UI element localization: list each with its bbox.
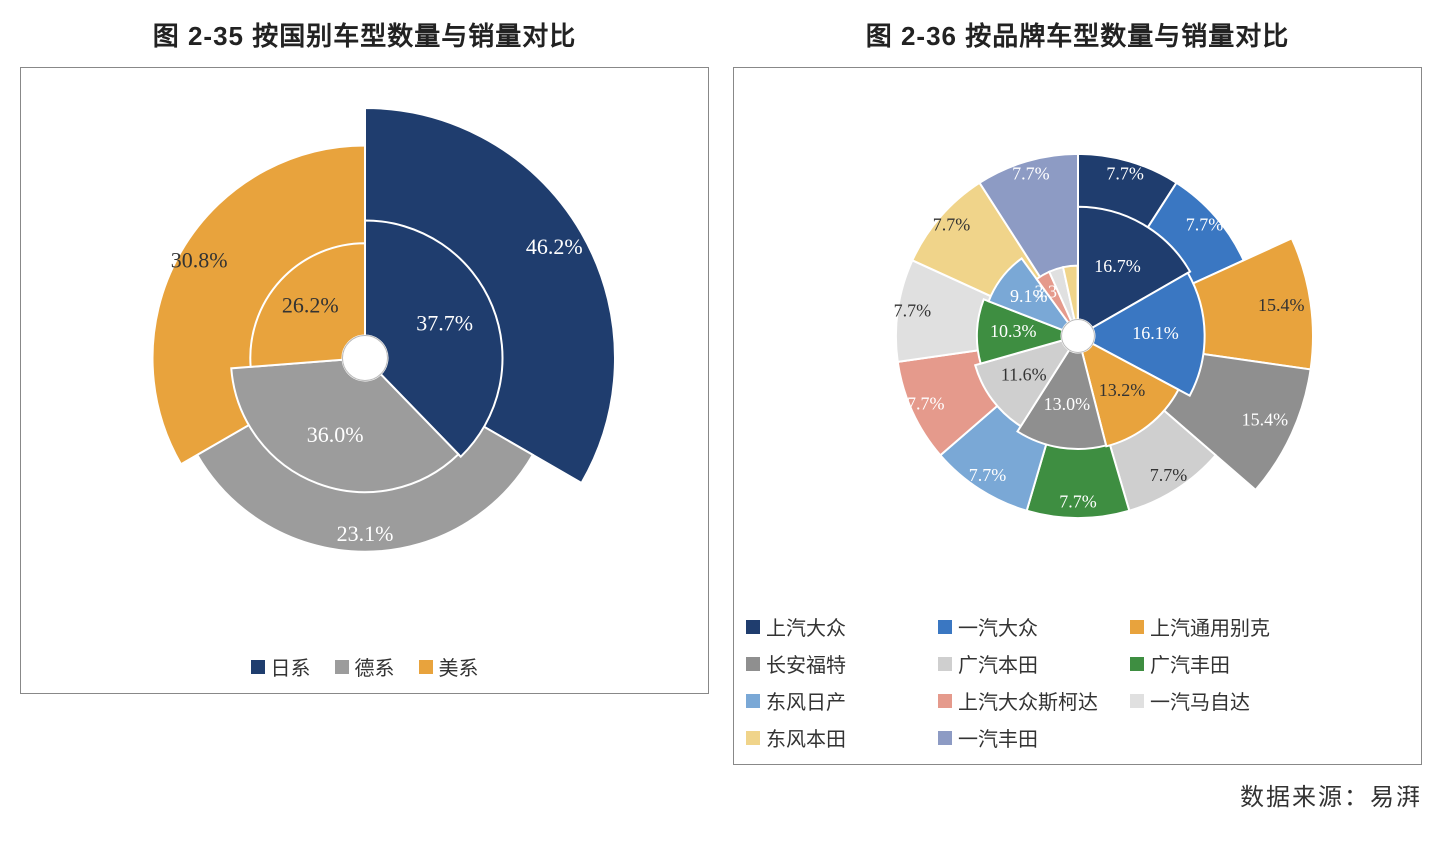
legend-swatch (938, 657, 952, 671)
left-chart-title: 图 2-35 按国别车型数量与销量对比 (20, 16, 709, 53)
legend-swatch (746, 657, 760, 671)
legend-label: 一汽丰田 (958, 723, 1038, 752)
legend-swatch (938, 694, 952, 708)
right-chart-svg: 7.7% 7.7% 15.4% 15.4% 7.7% 7.7% 7.7% 7.7% 7.7% 7.… (758, 78, 1398, 598)
legend-item: 东风日产 (746, 686, 926, 715)
right-legend: 上汽大众 一汽大众 上汽通用别克长安福特 广汽本田 广汽丰田东风日产 上汽大众斯柯达 一汽马… (742, 608, 1413, 756)
legend-swatch (335, 660, 349, 674)
data-source-label: 数据来源：易湃 (20, 777, 1422, 812)
legend-swatch (746, 694, 760, 708)
outer-slice-label: 7.7% (1149, 465, 1187, 485)
legend-item: 上汽大众 (746, 612, 926, 641)
outer-slice-label: 7.7% (1012, 164, 1050, 184)
legend-swatch (1130, 657, 1144, 671)
left-legend: 日系 德系 美系 (29, 648, 700, 685)
legend-label: 广汽丰田 (1150, 649, 1230, 678)
inner-slice-label: 16.7% (1094, 256, 1141, 276)
inner-slice-label: 36.0% (306, 422, 363, 447)
outer-slice-label: 7.7% (893, 300, 931, 320)
legend-swatch (938, 731, 952, 745)
legend-item: 长安福特 (746, 649, 926, 678)
legend-item: 上汽大众斯柯达 (938, 686, 1118, 715)
left-chart-svg: 46.2% 23.1% 30.8% 37.7% 36.0% 26.2% (45, 78, 685, 638)
center-hole (1061, 320, 1094, 353)
legend-swatch (1130, 620, 1144, 634)
legend-swatch (1130, 694, 1144, 708)
legend-item: 东风本田 (746, 723, 926, 752)
legend-label: 一汽大众 (958, 612, 1038, 641)
legend-label: 美系 (439, 652, 479, 681)
legend-swatch (746, 620, 760, 634)
inner-slice-label: 13.0% (1043, 394, 1090, 414)
left-chart-frame: 46.2% 23.1% 30.8% 37.7% 36.0% 26.2% 日系 德系 美系 (20, 67, 709, 694)
legend-label: 东风本田 (766, 723, 846, 752)
inner-slice-label: 26.2% (281, 292, 338, 317)
legend-swatch (938, 620, 952, 634)
inner-slice-label: 37.7% (416, 311, 473, 336)
right-chart-frame: 7.7% 7.7% 15.4% 15.4% 7.7% 7.7% 7.7% 7.7% 7.7% 7.… (733, 67, 1422, 765)
inner-slice-label: 13.2% (1098, 380, 1145, 400)
legend-item: 日系 (251, 652, 311, 681)
legend-label: 广汽本田 (958, 649, 1038, 678)
outer-slice-label: 7.7% (932, 215, 970, 235)
legend-item: 广汽丰田 (1130, 649, 1310, 678)
outer-slice-label: 7.7% (1059, 491, 1097, 511)
outer-slice-label: 7.7% (968, 465, 1006, 485)
outer-slice-label: 7.7% (1106, 164, 1144, 184)
legend-label: 上汽大众 (766, 612, 846, 641)
legend-label: 日系 (271, 652, 311, 681)
legend-label: 上汽大众斯柯达 (958, 686, 1098, 715)
outer-slice-label: 15.4% (1241, 409, 1288, 429)
inner-slice-label: 11.6% (1000, 365, 1046, 385)
legend-item: 美系 (419, 652, 479, 681)
left-panel: 图 2-35 按国别车型数量与销量对比 46.2% 23.1% 30.8% 37.7%… (20, 10, 709, 694)
legend-swatch (251, 660, 265, 674)
inner-slice-label: 10.3% (990, 321, 1037, 341)
outer-slice-label: 7.7% (1185, 215, 1223, 235)
legend-label: 一汽马自达 (1150, 686, 1250, 715)
legend-item: 一汽大众 (938, 612, 1118, 641)
outer-slice-label: 23.1% (336, 521, 393, 546)
inner-slice-label: 16.1% (1132, 323, 1179, 343)
legend-item: 一汽马自达 (1130, 686, 1310, 715)
legend-label: 长安福特 (766, 649, 846, 678)
legend-swatch (419, 660, 433, 674)
legend-item: 德系 (335, 652, 395, 681)
outer-slice-label: 46.2% (525, 234, 582, 259)
legend-item: 一汽丰田 (938, 723, 1118, 752)
center-hole (342, 336, 387, 381)
right-chart-title: 图 2-36 按品牌车型数量与销量对比 (733, 16, 1422, 53)
legend-label: 东风日产 (766, 686, 846, 715)
legend-label: 德系 (355, 652, 395, 681)
outer-slice-label: 30.8% (170, 247, 227, 272)
outer-slice-label: 15.4% (1258, 295, 1305, 315)
legend-item: 广汽本田 (938, 649, 1118, 678)
right-panel: 图 2-36 按品牌车型数量与销量对比 7.7%7.7%15.4%15.4%7.… (733, 10, 1422, 765)
legend-item: 上汽通用别克 (1130, 612, 1310, 641)
legend-swatch (746, 731, 760, 745)
outer-slice-label: 7.7% (907, 394, 945, 414)
legend-label: 上汽通用别克 (1150, 612, 1270, 641)
